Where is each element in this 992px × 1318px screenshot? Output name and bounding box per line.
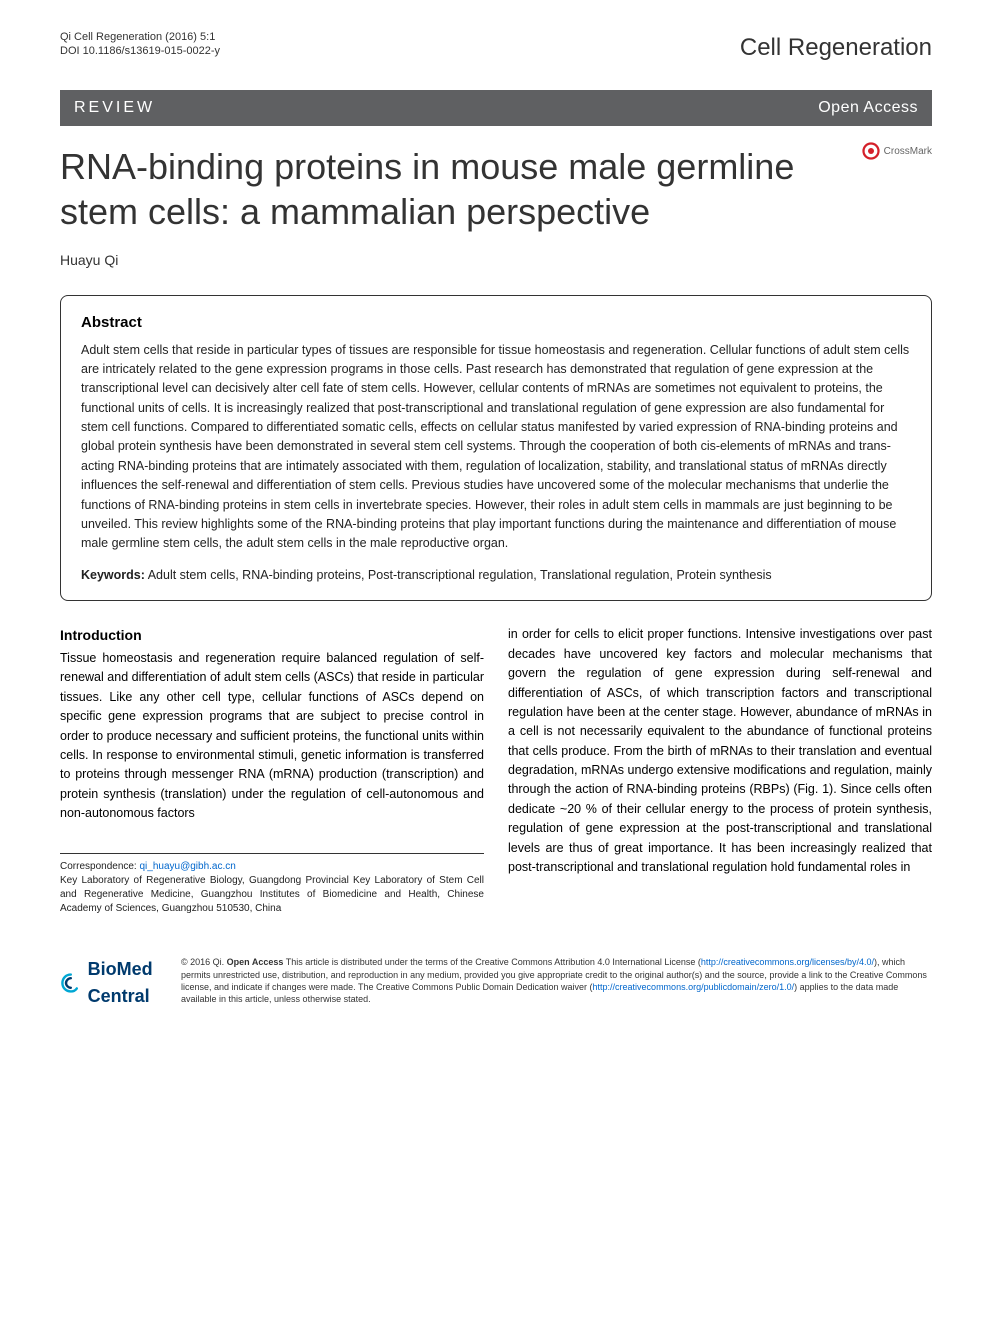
introduction-right-text: in order for cells to elicit proper func…	[508, 625, 932, 877]
doi-line: DOI 10.1186/s13619-015-0022-y	[60, 44, 220, 58]
keywords-line: Keywords: Adult stem cells, RNA-binding …	[81, 566, 911, 585]
article-type-bar: REVIEW Open Access	[60, 90, 932, 126]
right-column: in order for cells to elicit proper func…	[508, 625, 932, 916]
correspondence-label: Correspondence:	[60, 861, 140, 872]
open-access-label: Open Access	[818, 96, 918, 120]
crossmark-text: CrossMark	[884, 144, 932, 159]
title-row: RNA-binding proteins in mouse male germl…	[60, 136, 932, 250]
license-url2[interactable]: http://creativecommons.org/publicdomain/…	[593, 982, 795, 992]
citation-line: Qi Cell Regeneration (2016) 5:1	[60, 30, 220, 44]
citation-block: Qi Cell Regeneration (2016) 5:1 DOI 10.1…	[60, 30, 220, 59]
correspondence-box: Correspondence: qi_huayu@gibh.ac.cn Key …	[60, 853, 484, 916]
affiliation-text: Key Laboratory of Regenerative Biology, …	[60, 874, 484, 916]
license-url1[interactable]: http://creativecommons.org/licenses/by/4…	[701, 957, 874, 967]
license-text: © 2016 Qi. Open Access This article is d…	[181, 956, 932, 1010]
title-section: RNA-binding proteins in mouse male germl…	[60, 136, 862, 250]
open-access-bold: Open Access	[227, 957, 284, 967]
introduction-heading: Introduction	[60, 625, 484, 647]
article-title: RNA-binding proteins in mouse male germl…	[60, 144, 862, 234]
keywords-values: Adult stem cells, RNA-binding proteins, …	[148, 568, 772, 582]
correspondence-email[interactable]: qi_huayu@gibh.ac.cn	[140, 861, 236, 872]
footer-license: BioMed Central © 2016 Qi. Open Access Th…	[60, 944, 932, 1010]
bmc-swirl-icon	[60, 965, 82, 1001]
journal-title: Cell Regeneration	[740, 30, 932, 66]
abstract-box: Abstract Adult stem cells that reside in…	[60, 295, 932, 601]
copyright: © 2016 Qi.	[181, 957, 227, 967]
crossmark-icon	[862, 142, 880, 160]
license-part1: This article is distributed under the te…	[283, 957, 701, 967]
crossmark-badge[interactable]: CrossMark	[862, 142, 932, 160]
abstract-body: Adult stem cells that reside in particul…	[81, 341, 911, 554]
bmc-logo-text: BioMed Central	[88, 956, 167, 1010]
introduction-left-text: Tissue homeostasis and regeneration requ…	[60, 649, 484, 823]
content-columns: Introduction Tissue homeostasis and rege…	[60, 625, 932, 916]
abstract-heading: Abstract	[81, 312, 911, 335]
left-column: Introduction Tissue homeostasis and rege…	[60, 625, 484, 916]
author-line: Huayu Qi	[60, 250, 932, 271]
page-header: Qi Cell Regeneration (2016) 5:1 DOI 10.1…	[60, 30, 932, 66]
biomed-central-logo: BioMed Central	[60, 956, 167, 1010]
article-type-label: REVIEW	[74, 96, 155, 120]
keywords-label: Keywords:	[81, 568, 145, 582]
